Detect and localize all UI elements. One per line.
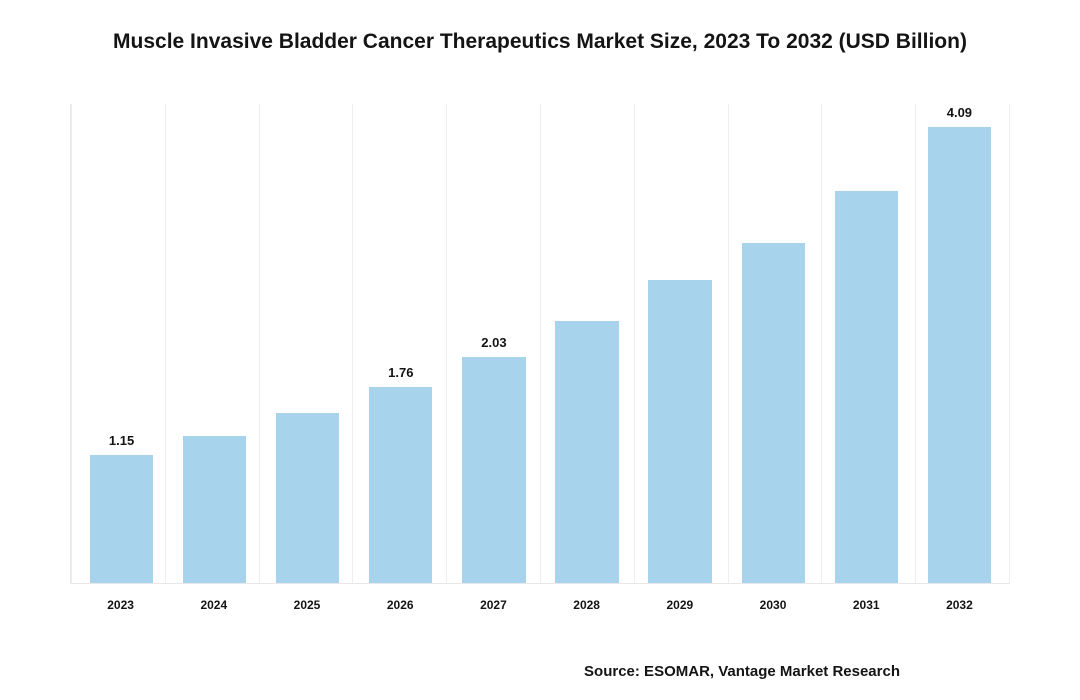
x-axis-label: 2028 (540, 598, 633, 612)
bars-group: 1.15 1.76 2.03 4.09 (71, 104, 1010, 583)
bar (742, 243, 805, 583)
source-attribution: Source: ESOMAR, Vantage Market Research (40, 663, 1040, 680)
bar-slot (168, 104, 261, 583)
x-axis-label: 2024 (167, 598, 260, 612)
bar (183, 436, 246, 583)
x-axis-label: 2025 (260, 598, 353, 612)
bar-slot: 1.15 (75, 104, 168, 583)
plot-area: 1.15 1.76 2.03 4.09 (70, 104, 1010, 584)
bar-slot (727, 104, 820, 583)
bar-value-label: 1.15 (109, 433, 134, 449)
bar-slot (540, 104, 633, 583)
x-axis-label: 2026 (354, 598, 447, 612)
bar-value-label: 4.09 (947, 105, 972, 121)
x-axis-label: 2027 (447, 598, 540, 612)
bar-value-label: 2.03 (481, 335, 506, 351)
x-axis-label: 2032 (913, 598, 1006, 612)
chart-container: Muscle Invasive Bladder Cancer Therapeut… (0, 0, 1080, 700)
bar (276, 413, 339, 583)
bar (462, 357, 525, 583)
x-axis-label: 2031 (820, 598, 913, 612)
bar-slot (820, 104, 913, 583)
bar (369, 387, 432, 583)
x-axis-label: 2029 (633, 598, 726, 612)
bar-slot: 4.09 (913, 104, 1006, 583)
bar (90, 455, 153, 583)
x-axis-label: 2023 (74, 598, 167, 612)
bar (928, 127, 991, 583)
chart-area: 1.151.762.034.09 20232024202520262027202… (40, 84, 1040, 657)
bar (648, 280, 711, 583)
x-axis-label: 2030 (726, 598, 819, 612)
bar-value-label: 1.76 (388, 365, 413, 381)
bar-slot: 2.03 (447, 104, 540, 583)
chart-title: Muscle Invasive Bladder Cancer Therapeut… (40, 30, 1040, 54)
x-axis: 2023202420252026202720282029203020312032 (70, 584, 1010, 612)
bar-slot: 1.76 (354, 104, 447, 583)
bar (555, 321, 618, 583)
bar (835, 191, 898, 583)
bar-slot (634, 104, 727, 583)
bar-slot (261, 104, 354, 583)
